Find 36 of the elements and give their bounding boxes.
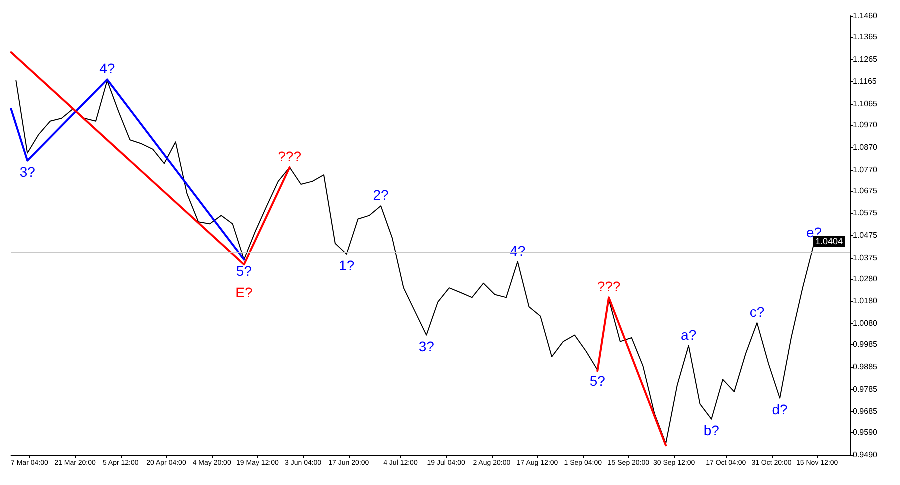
y-tick-label: 1.1365 <box>853 32 878 42</box>
y-tick-label: 0.9785 <box>853 384 878 394</box>
y-tick-label: 1.0870 <box>853 142 878 152</box>
annotation: c? <box>750 304 765 320</box>
y-tick-label: 1.0375 <box>853 253 878 262</box>
annotation: 3? <box>20 164 36 180</box>
annotation: b? <box>704 422 720 438</box>
annotation: 5? <box>590 373 606 390</box>
y-tick-label: 1.0575 <box>853 208 878 218</box>
y-tick-label: 1.1165 <box>853 77 878 86</box>
annotation: 4? <box>100 60 116 77</box>
y-tick-label: 1.0675 <box>853 186 878 196</box>
y-tick-label: 1.1265 <box>853 54 878 64</box>
y-tick-label: 0.9885 <box>853 362 878 372</box>
y-tick-label: 1.0080 <box>853 319 878 328</box>
annotation: 3? <box>418 338 435 354</box>
y-tick-label: 0.9490 <box>853 450 878 460</box>
y-tick-label: 0.9685 <box>853 407 878 416</box>
annotation: 1? <box>339 257 355 274</box>
ref-line-label: 1.0404 <box>815 236 843 247</box>
y-tick-label: 1.0280 <box>853 274 878 284</box>
annotation: 5? <box>236 262 252 279</box>
y-tick-label: 0.9985 <box>853 340 878 350</box>
y-tick-label: 1.0970 <box>853 120 878 130</box>
annotation: ??? <box>278 148 302 165</box>
y-tick-label: 1.1460 <box>853 12 878 20</box>
annotation: ??? <box>597 278 621 295</box>
y-tick-label: 1.0475 <box>853 231 878 240</box>
y-tick-label: 1.0180 <box>853 296 878 306</box>
annotation: E? <box>236 284 253 301</box>
y-tick-label: 1.0770 <box>853 165 878 174</box>
annotation: 2? <box>373 187 390 204</box>
annotation: d? <box>772 401 788 418</box>
annotation: a? <box>681 326 697 343</box>
y-tick-label: 1.1065 <box>853 100 878 109</box>
y-tick-label: 0.9590 <box>853 428 878 438</box>
